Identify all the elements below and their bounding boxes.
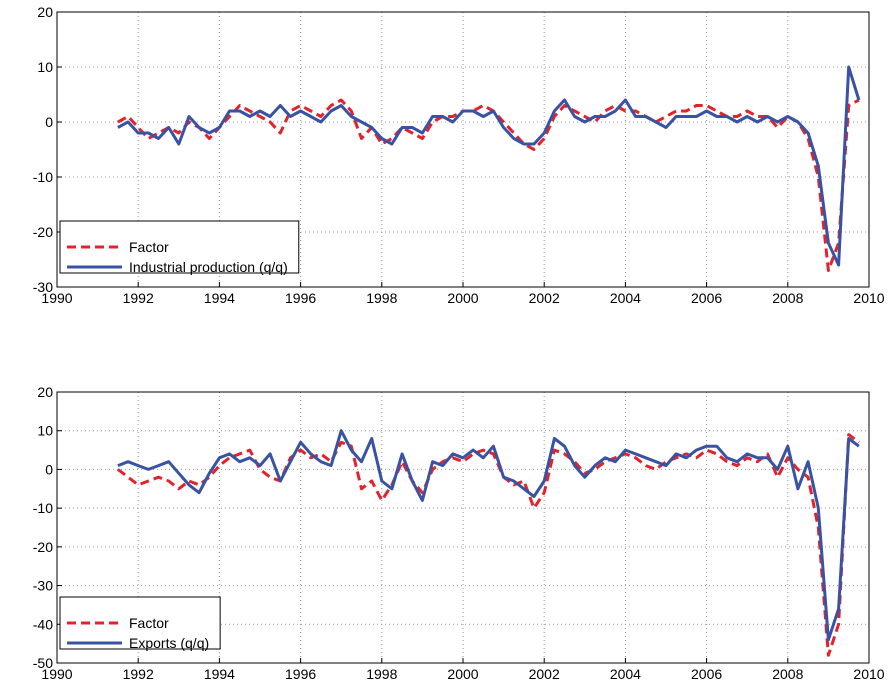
y-tick-label: 10 (37, 59, 53, 75)
y-tick-label: -30 (33, 279, 53, 295)
x-tick-label: 1996 (285, 666, 316, 682)
legend-label: Industrial production (q/q) (129, 259, 288, 275)
series-line (117, 429, 860, 642)
x-tick-label: 2004 (610, 666, 641, 682)
x-tick-label: 1994 (204, 666, 235, 682)
legend: Factor Industrial production (q/q) (59, 220, 300, 275)
axes-frame (56, 11, 870, 288)
x-tick-label: 1998 (366, 666, 397, 682)
x-tick-label: 2006 (691, 666, 722, 682)
legend-label: Factor (129, 615, 169, 631)
x-tick-label: 1990 (41, 290, 72, 306)
y-tick-label: 20 (37, 4, 53, 20)
y-tick-label: -10 (33, 500, 53, 516)
legend-box (59, 596, 221, 650)
x-tick-label: 2008 (772, 666, 803, 682)
series-line (117, 65, 861, 267)
subplot: 1990 1992 1994 1996 1998 2000 2002 2004 2006 2008… (33, 384, 885, 682)
x-tick-label: 1996 (285, 290, 316, 306)
y-tick-label: -50 (33, 655, 53, 671)
y-tick-label: 0 (45, 114, 53, 130)
x-tick-label: 1992 (123, 666, 154, 682)
series-line (116, 433, 860, 657)
y-tick-label: 20 (37, 384, 53, 400)
x-tick-label: 1998 (366, 290, 397, 306)
y-tick-label: -40 (33, 616, 53, 632)
subplot: 1990 1992 1994 1996 1998 2000 2002 2004 2006 2008… (33, 4, 885, 306)
x-tick-label: 1990 (41, 666, 72, 682)
y-tick-label: 10 (37, 423, 53, 439)
legend-label: Exports (q/q) (129, 635, 209, 651)
series-line (117, 98, 860, 272)
y-tick-label: -20 (33, 539, 53, 555)
x-tick-label: 2006 (691, 290, 722, 306)
x-tick-label: 1992 (123, 290, 154, 306)
x-tick-label: 2000 (447, 290, 478, 306)
x-tick-label: 2008 (772, 290, 803, 306)
legend: Factor Exports (q/q) (59, 596, 221, 651)
x-tick-label: 1994 (204, 290, 235, 306)
x-tick-label: 2002 (529, 666, 560, 682)
y-tick-label: -10 (33, 169, 53, 185)
x-tick-label: 2002 (529, 290, 560, 306)
y-tick-label: -20 (33, 224, 53, 240)
x-tick-label: 2000 (447, 666, 478, 682)
x-tick-label: 2010 (853, 666, 884, 682)
y-tick-label: 0 (45, 461, 53, 477)
x-tick-label: 2010 (853, 290, 884, 306)
legend-label: Factor (129, 239, 169, 255)
x-tick-label: 2004 (610, 290, 641, 306)
y-tick-label: -30 (33, 578, 53, 594)
axes-frame (56, 391, 870, 664)
